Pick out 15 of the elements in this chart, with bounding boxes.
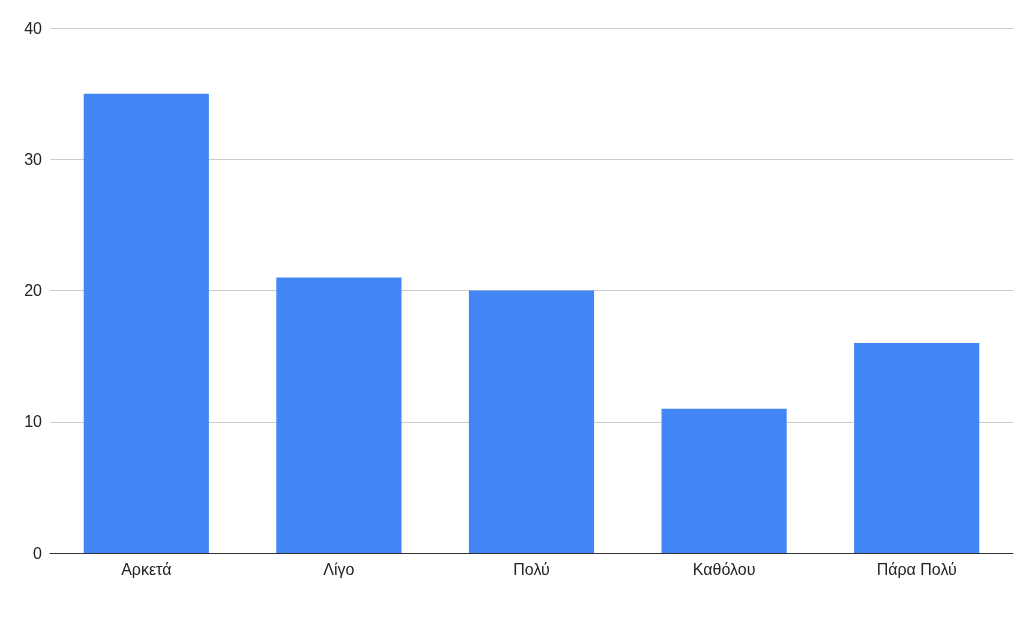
y-tick-label: 0	[33, 544, 43, 562]
y-tick-label: 20	[24, 282, 43, 299]
x-tick-label: Πολύ	[513, 560, 550, 578]
bar	[83, 93, 209, 553]
x-tick-label: Λίγο	[323, 560, 355, 578]
bar	[468, 290, 595, 553]
x-tick-label: Αρκετά	[121, 560, 172, 578]
y-tick-label: 30	[24, 150, 43, 168]
y-tick-label: 40	[24, 19, 43, 37]
bar	[276, 277, 402, 553]
y-tick-label: 10	[24, 413, 43, 431]
x-tick-label: Πάρα Πολύ	[876, 560, 957, 578]
bar	[661, 408, 787, 553]
bar	[854, 343, 980, 553]
x-tick-label: Καθόλου	[692, 560, 756, 578]
